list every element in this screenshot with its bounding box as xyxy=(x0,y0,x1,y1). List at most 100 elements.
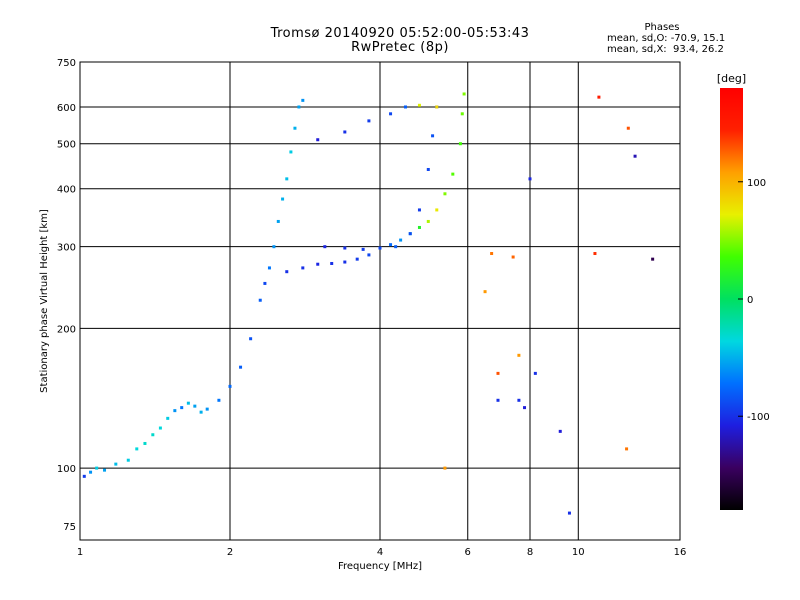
data-point xyxy=(205,407,209,411)
data-point xyxy=(533,371,537,375)
data-point xyxy=(180,406,184,410)
data-point xyxy=(558,429,562,433)
data-point xyxy=(301,266,305,270)
data-point xyxy=(458,142,462,146)
phase-box-line1: mean, sd,O: -70.9, 15.1 xyxy=(607,33,726,44)
data-point xyxy=(389,243,393,247)
data-point xyxy=(417,103,421,107)
data-point xyxy=(483,290,487,294)
colorbar xyxy=(720,88,743,510)
data-point xyxy=(217,398,221,402)
y-tick-labels: 75 100 200 300 400 500 600 750 xyxy=(57,58,76,533)
data-point xyxy=(316,262,320,266)
data-point xyxy=(511,255,515,259)
colorbar-tick-label: 100 xyxy=(747,178,766,189)
data-point xyxy=(249,337,253,341)
colorbar-tick-label: -100 xyxy=(747,412,770,423)
colorbar-label: [deg] xyxy=(717,72,746,85)
data-point xyxy=(431,134,435,138)
x-tick-label: 1 xyxy=(77,547,83,558)
data-point xyxy=(228,384,232,388)
data-point xyxy=(443,192,447,196)
data-point xyxy=(451,172,455,176)
data-point xyxy=(276,219,280,223)
data-point xyxy=(593,252,597,256)
data-point xyxy=(361,247,365,251)
data-point xyxy=(293,126,297,130)
data-point xyxy=(567,511,571,515)
data-point xyxy=(517,398,521,402)
data-point xyxy=(426,219,430,223)
chart-title: Tromsø 20140920 05:52:00-05:53:43 xyxy=(270,26,530,41)
data-point xyxy=(496,398,500,402)
data-point xyxy=(435,105,439,109)
data-point xyxy=(151,433,155,437)
data-point xyxy=(285,177,289,181)
data-point xyxy=(462,92,466,96)
data-point xyxy=(173,409,177,413)
data-point xyxy=(289,150,293,154)
data-point xyxy=(143,441,147,445)
y-tick-label: 300 xyxy=(57,243,76,254)
data-point xyxy=(367,119,371,123)
data-point xyxy=(199,410,203,414)
y-tick-label: 100 xyxy=(57,464,76,475)
data-point xyxy=(186,401,190,405)
data-point xyxy=(528,177,532,181)
data-point xyxy=(343,130,347,134)
data-point xyxy=(523,406,527,410)
data-point xyxy=(417,208,421,212)
x-tick-label: 2 xyxy=(227,547,233,558)
data-point xyxy=(166,416,170,420)
data-point xyxy=(651,257,655,261)
grid xyxy=(80,62,680,540)
x-tick-label: 10 xyxy=(572,547,585,558)
data-point xyxy=(394,245,398,249)
data-point xyxy=(135,447,139,451)
data-point xyxy=(403,105,407,109)
data-point xyxy=(597,95,601,99)
data-point xyxy=(443,466,447,470)
data-point xyxy=(625,447,629,451)
data-point xyxy=(126,458,130,462)
x-axis-label: Frequency [MHz] xyxy=(338,561,422,572)
data-point xyxy=(330,261,334,265)
plot-frame xyxy=(79,61,681,541)
y-axis-label: Stationary phase Virtual Height [km] xyxy=(39,209,50,393)
data-point xyxy=(95,466,99,470)
y-tick-label: 600 xyxy=(57,103,76,114)
colorbar-tick-label: 0 xyxy=(747,295,753,306)
x-tick-label: 16 xyxy=(674,547,687,558)
data-point xyxy=(297,105,301,109)
y-tick-label: 500 xyxy=(57,140,76,151)
data-point xyxy=(267,266,271,270)
data-point xyxy=(239,365,243,369)
data-point xyxy=(158,426,162,430)
data-point xyxy=(316,138,320,142)
data-point xyxy=(103,468,107,472)
x-tick-label: 8 xyxy=(527,547,533,558)
data-point xyxy=(263,281,267,285)
data-point xyxy=(285,270,289,274)
data-point xyxy=(408,232,412,236)
data-point xyxy=(343,246,347,250)
data-point xyxy=(496,371,500,375)
data-point xyxy=(426,167,430,171)
data-point xyxy=(301,98,305,102)
data-point xyxy=(389,112,393,116)
data-point xyxy=(435,208,439,212)
data-points xyxy=(82,92,655,515)
colorbar-ticks: 100 0 -100 xyxy=(738,178,770,423)
data-point xyxy=(193,404,197,408)
x-tick-labels: 1 2 4 6 8 10 16 xyxy=(77,547,687,558)
data-point xyxy=(272,245,276,249)
data-point xyxy=(367,253,371,257)
data-point xyxy=(343,260,347,264)
data-point xyxy=(114,462,118,466)
data-point xyxy=(378,246,382,250)
data-point xyxy=(258,298,262,302)
x-tick-label: 6 xyxy=(465,547,471,558)
data-point xyxy=(355,257,359,261)
y-tick-label: 200 xyxy=(57,324,76,335)
